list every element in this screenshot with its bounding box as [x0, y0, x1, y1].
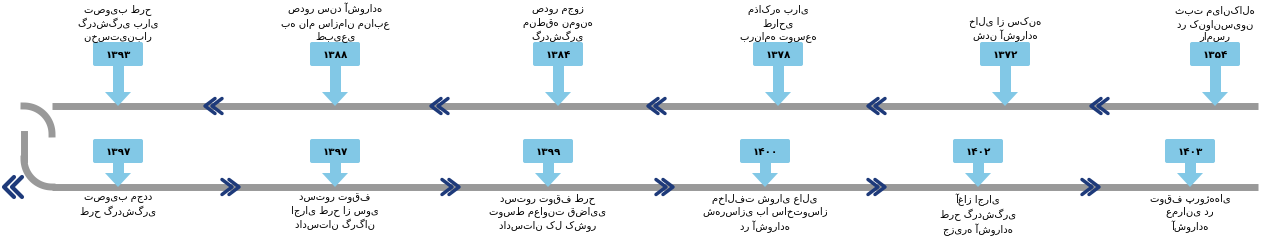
Polygon shape [973, 161, 983, 173]
Polygon shape [553, 65, 563, 93]
Polygon shape [1184, 161, 1196, 173]
Text: تصویب مجدد
طرح گردشگری: تصویب مجدد طرح گردشگری [79, 192, 156, 217]
Text: ۱۳۸۴: ۱۳۸۴ [545, 50, 571, 60]
FancyBboxPatch shape [1165, 140, 1215, 163]
FancyBboxPatch shape [524, 140, 573, 163]
Polygon shape [1178, 173, 1203, 187]
Text: ۱۳۹۹: ۱۳۹۹ [535, 146, 561, 156]
FancyBboxPatch shape [310, 43, 360, 67]
Text: ۱۳۹۷: ۱۳۹۷ [323, 146, 348, 156]
Text: صدور مجوز
منطقه نمونه
گردشگری: صدور مجوز منطقه نمونه گردشگری [524, 4, 593, 42]
Text: ۱۴۰۰: ۱۴۰۰ [753, 146, 778, 156]
Polygon shape [535, 173, 561, 187]
FancyBboxPatch shape [954, 140, 1004, 163]
Polygon shape [965, 173, 991, 187]
Text: آغاز اجرای
طرح گردشگری
جزیره آشوراده: آغاز اجرای طرح گردشگری جزیره آشوراده [940, 192, 1016, 235]
Polygon shape [105, 93, 131, 106]
Polygon shape [992, 93, 1018, 106]
Polygon shape [329, 65, 340, 93]
FancyBboxPatch shape [1190, 43, 1240, 67]
Text: دستور توقف طرح
توسط معاونت قضایی
دادستان کل کشور: دستور توقف طرح توسط معاونت قضایی دادستان… [489, 192, 607, 230]
Text: ۱۳۹۳: ۱۳۹۳ [105, 50, 131, 60]
Text: توقف پروژه‌های
عمرانی در
آشوراده: توقف پروژه‌های عمرانی در آشوراده [1149, 192, 1230, 232]
Text: دستور توقف
اجرای طرح از سوی
دادستان گرگان: دستور توقف اجرای طرح از سوی دادستان گرگا… [291, 192, 379, 230]
Polygon shape [1210, 65, 1221, 93]
Text: خالی از سکنه
شدن آشوراده: خالی از سکنه شدن آشوراده [969, 16, 1041, 42]
FancyBboxPatch shape [532, 43, 582, 67]
Text: ۱۴۰۲: ۱۴۰۲ [965, 146, 991, 156]
Polygon shape [543, 161, 553, 173]
Polygon shape [105, 173, 131, 187]
Text: ۱۳۸۸: ۱۳۸۸ [323, 50, 348, 60]
Polygon shape [753, 173, 778, 187]
Text: مخالفت شورای عالی
شهرسازی با ساخت‌وساز
در آشوراده: مخالفت شورای عالی شهرسازی با ساخت‌وساز د… [703, 192, 827, 232]
FancyBboxPatch shape [980, 43, 1030, 67]
Polygon shape [759, 161, 771, 173]
Text: تصویب طرح
گردشگری برای
نخستین‌بار: تصویب طرح گردشگری برای نخستین‌بار [78, 4, 159, 42]
FancyBboxPatch shape [93, 140, 143, 163]
Polygon shape [773, 65, 783, 93]
Text: ۱۳۷۲: ۱۳۷۲ [992, 50, 1018, 60]
FancyBboxPatch shape [753, 43, 803, 67]
Polygon shape [765, 93, 791, 106]
Polygon shape [329, 161, 340, 173]
Polygon shape [323, 173, 348, 187]
Text: ۱۳۵۴: ۱۳۵۴ [1202, 50, 1228, 60]
Text: مذاکره برای
طراحی
برنامه توسعه: مذاکره برای طراحی برنامه توسعه [740, 5, 817, 42]
FancyBboxPatch shape [310, 140, 360, 163]
Text: صدور سند آشوراده
به نام سازمان منابع
طبیعی: صدور سند آشوراده به نام سازمان منابع طبی… [280, 3, 389, 42]
FancyBboxPatch shape [93, 43, 143, 67]
Polygon shape [1000, 65, 1010, 93]
Text: ۱۳۹۷: ۱۳۹۷ [105, 146, 131, 156]
Polygon shape [113, 161, 123, 173]
Text: ۱۳۷۸: ۱۳۷۸ [765, 50, 791, 60]
Polygon shape [545, 93, 571, 106]
Polygon shape [113, 65, 123, 93]
Polygon shape [1202, 93, 1228, 106]
Text: ۱۴۰۳: ۱۴۰۳ [1178, 146, 1203, 156]
FancyBboxPatch shape [740, 140, 790, 163]
Text: ثبت میانکاله
در کنوانسیون
رامسر: ثبت میانکاله در کنوانسیون رامسر [1175, 6, 1254, 42]
Polygon shape [323, 93, 348, 106]
